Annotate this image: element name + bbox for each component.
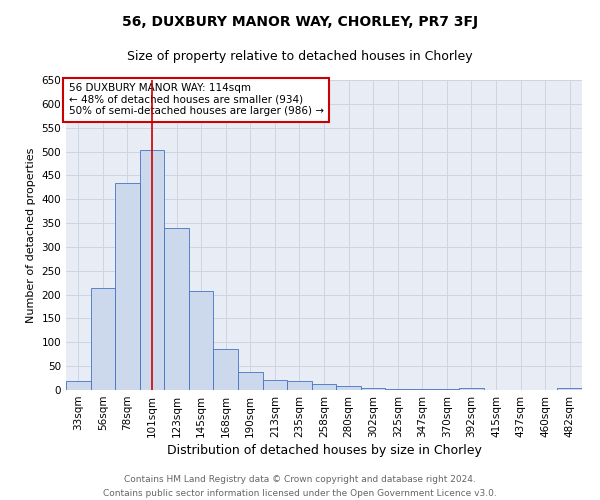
Bar	[312, 384, 336, 390]
Text: 56, DUXBURY MANOR WAY, CHORLEY, PR7 3FJ: 56, DUXBURY MANOR WAY, CHORLEY, PR7 3FJ	[122, 15, 478, 29]
Bar	[459, 388, 484, 390]
Bar	[66, 382, 91, 390]
Bar	[410, 388, 434, 390]
Bar	[336, 386, 361, 390]
Bar	[287, 382, 312, 390]
Bar	[214, 349, 238, 390]
Bar	[385, 388, 410, 390]
Bar	[189, 291, 214, 390]
X-axis label: Distribution of detached houses by size in Chorley: Distribution of detached houses by size …	[167, 444, 481, 457]
Bar	[238, 372, 263, 390]
Bar	[557, 388, 582, 390]
Bar	[434, 388, 459, 390]
Text: 56 DUXBURY MANOR WAY: 114sqm
← 48% of detached houses are smaller (934)
50% of s: 56 DUXBURY MANOR WAY: 114sqm ← 48% of de…	[68, 83, 323, 116]
Bar	[361, 388, 385, 390]
Bar	[164, 228, 189, 390]
Text: Size of property relative to detached houses in Chorley: Size of property relative to detached ho…	[127, 50, 473, 63]
Bar	[140, 150, 164, 390]
Bar	[263, 380, 287, 390]
Bar	[115, 182, 140, 390]
Text: Contains HM Land Registry data © Crown copyright and database right 2024.
Contai: Contains HM Land Registry data © Crown c…	[103, 476, 497, 498]
Bar	[91, 288, 115, 390]
Y-axis label: Number of detached properties: Number of detached properties	[26, 148, 36, 322]
